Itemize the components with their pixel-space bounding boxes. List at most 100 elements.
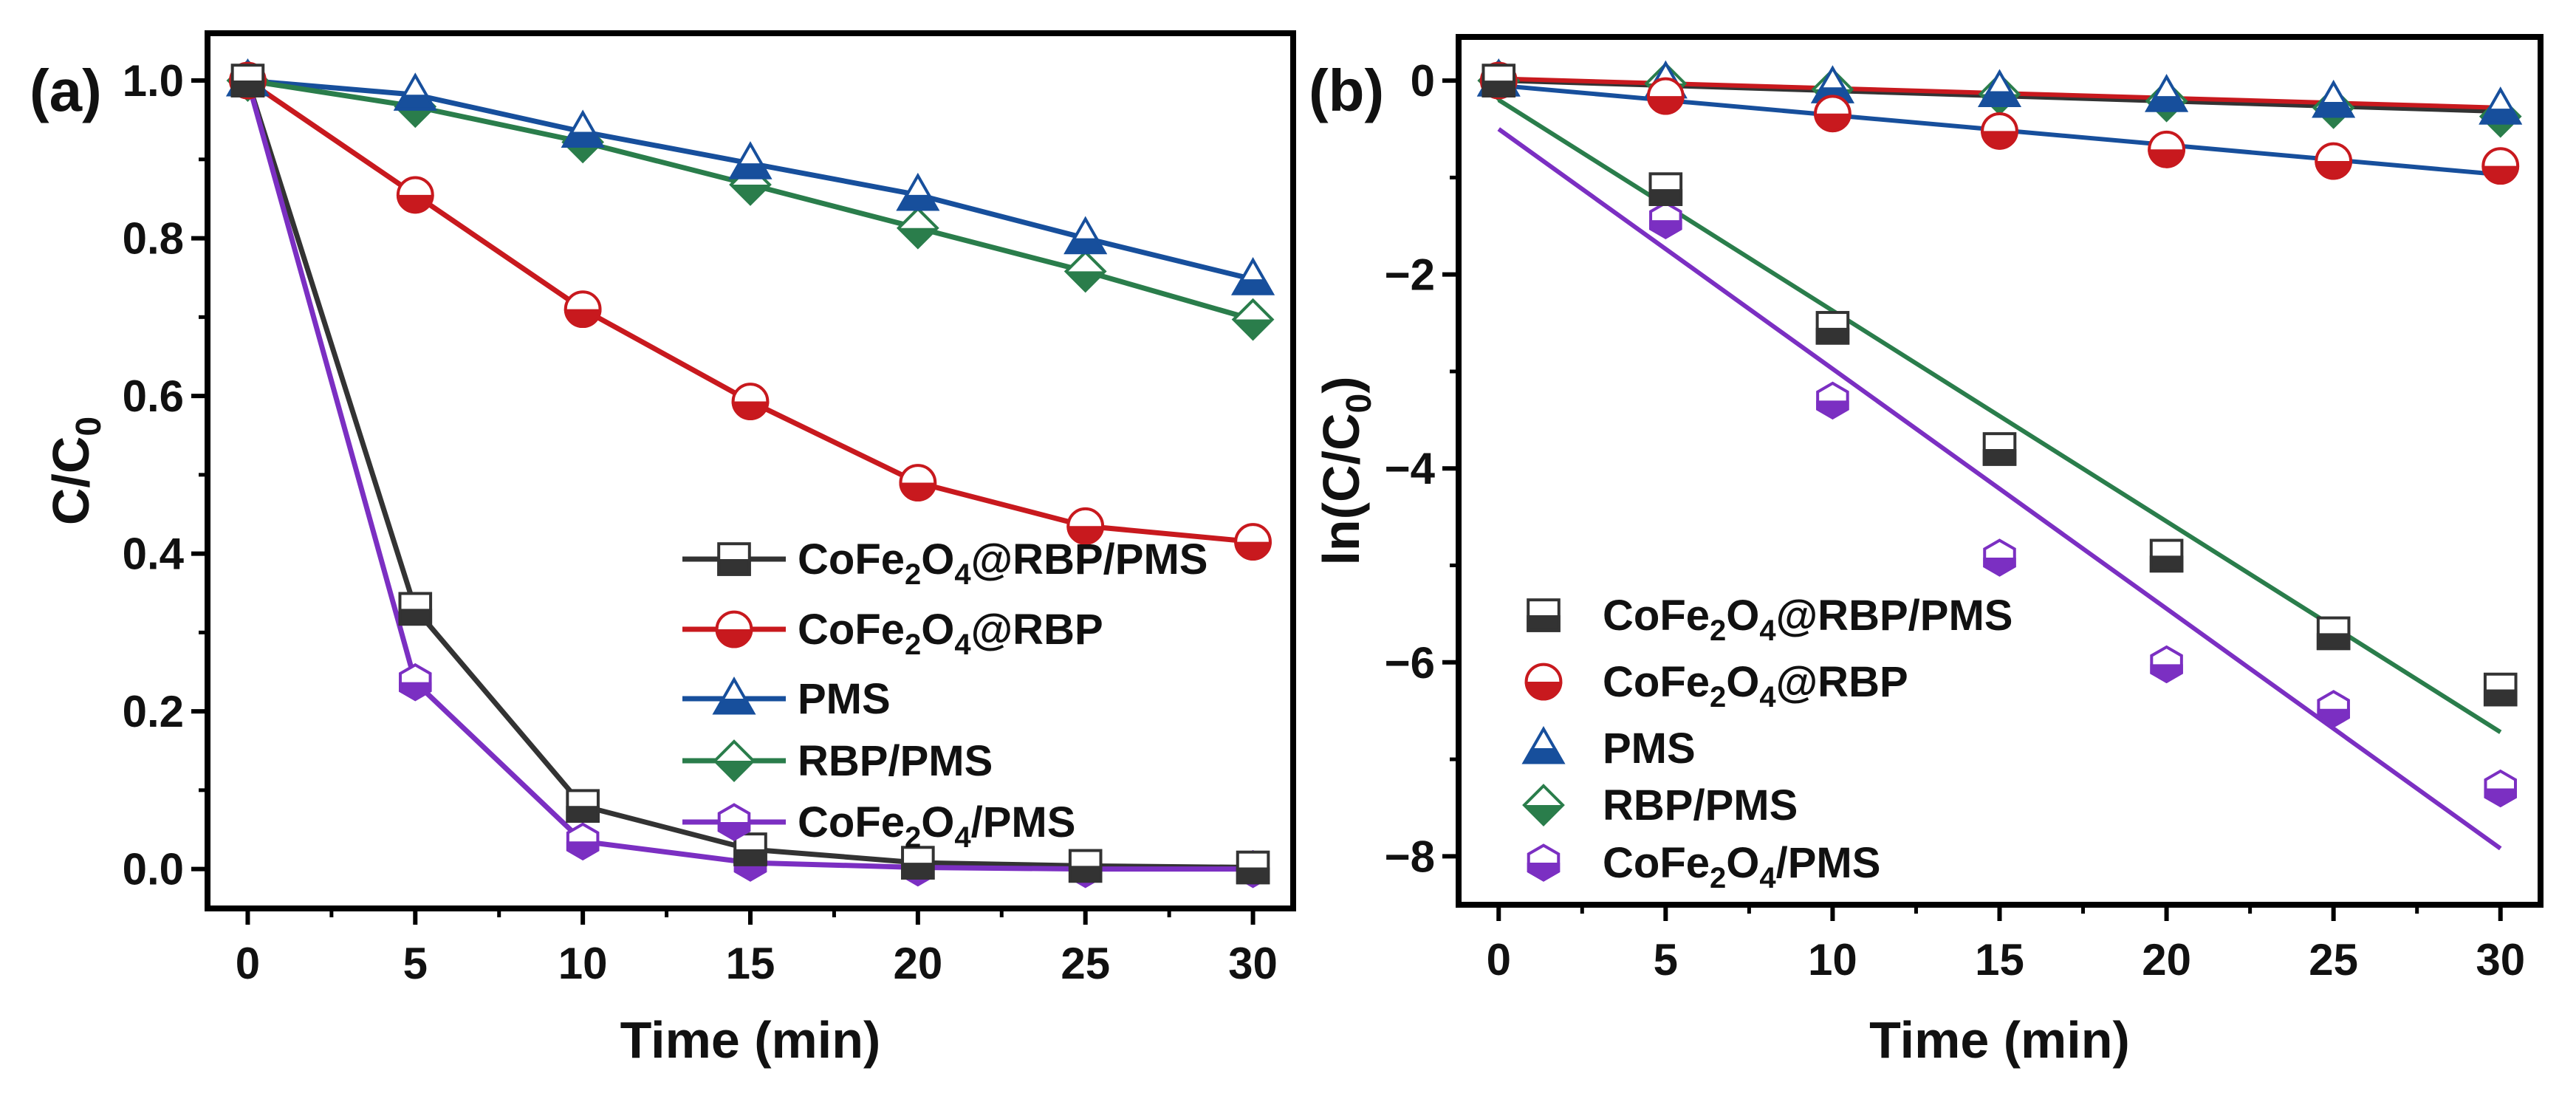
y-title-main: C/C	[42, 436, 100, 526]
label-part: RBP/PMS	[798, 737, 993, 785]
marker-fill	[2479, 109, 2523, 125]
data-point	[1982, 432, 2017, 466]
fit-line	[1497, 127, 2502, 851]
y-tick-label: 0.4	[123, 530, 185, 579]
legend-marker	[1522, 784, 1565, 826]
x-tick-label: 30	[2476, 935, 2525, 985]
data-point	[1646, 77, 1685, 115]
marker-fill	[1068, 866, 1103, 883]
plot-frame	[205, 30, 1296, 911]
marker-fill	[899, 482, 937, 501]
label-part: O	[921, 606, 954, 654]
marker-fill	[393, 95, 437, 111]
x-tick-label: 15	[1975, 935, 2024, 985]
legend-label: RBP/PMS	[798, 737, 993, 785]
legend-marker	[712, 676, 756, 715]
label-part: CoFe	[798, 535, 905, 583]
plot-frame	[1456, 34, 2544, 908]
y-tick-label: −8	[1385, 832, 1435, 881]
legend-marker	[1527, 598, 1561, 632]
x-tick-label: 0	[1487, 935, 1511, 985]
marker-fill	[2481, 165, 2520, 185]
data-point	[393, 72, 437, 111]
data-point	[2481, 147, 2520, 185]
marker-fill	[1815, 327, 1850, 345]
legend-label: RBP/PMS	[1603, 781, 1798, 829]
x-tick-label: 25	[1061, 939, 1110, 988]
x-axis-title: Time (min)	[1869, 1011, 2130, 1069]
marker-fill	[715, 629, 753, 648]
y-tick-label: 0.6	[123, 372, 184, 421]
data-point	[2315, 142, 2353, 180]
marker-fill	[2483, 689, 2518, 707]
label-part: O	[1726, 839, 1759, 887]
marker-fill	[712, 699, 756, 715]
data-point	[2148, 130, 2185, 168]
marker-fill	[729, 184, 772, 206]
data-point	[1234, 523, 1272, 561]
legend-marker	[1524, 663, 1563, 701]
legend-label: CoFe2O4/PMS	[798, 798, 1075, 854]
data-point	[901, 846, 935, 880]
subscript: 2	[1710, 862, 1726, 894]
marker-fill	[399, 682, 432, 702]
subscript: 4	[1759, 614, 1776, 647]
x-tick-label: 0	[236, 939, 260, 988]
y-title-sub: 0	[69, 417, 109, 436]
marker-fill	[1521, 748, 1566, 764]
marker-fill	[1231, 319, 1275, 341]
y-axis-title: C/C0	[42, 417, 109, 525]
label-part: @RBP	[971, 606, 1103, 654]
marker-fill	[1648, 189, 1683, 206]
marker-fill	[1527, 863, 1561, 882]
data-point	[398, 592, 433, 626]
legend-label: CoFe2O4@RBP/PMS	[798, 535, 1208, 591]
subscript: 2	[905, 821, 921, 854]
marker-fill	[897, 227, 939, 250]
marker-fill	[1522, 805, 1565, 826]
subscript: 4	[1759, 862, 1776, 894]
data-point	[1066, 507, 1105, 545]
marker-fill	[728, 163, 773, 179]
x-tick-label: 20	[893, 939, 942, 988]
label-part: O	[1726, 658, 1759, 706]
y-tick-label: −4	[1385, 444, 1436, 493]
marker-fill	[901, 863, 935, 880]
data-point	[1231, 257, 1275, 295]
y-tick-label: 0.2	[123, 687, 184, 736]
marker-fill	[2148, 149, 2185, 168]
subscript: 2	[1710, 614, 1726, 647]
data-point	[1231, 298, 1275, 341]
data-point	[899, 464, 937, 501]
subscript: 4	[954, 558, 971, 591]
marker-fill	[396, 194, 434, 214]
marker-fill	[2317, 708, 2350, 728]
data-point	[1978, 69, 2021, 108]
marker-fill	[1816, 400, 1849, 420]
data-point	[399, 663, 432, 702]
marker-fill	[1481, 81, 1516, 97]
subscript: 4	[1759, 681, 1776, 713]
marker-fill	[733, 863, 767, 882]
marker-fill	[1231, 279, 1275, 295]
marker-fill	[717, 822, 751, 841]
marker-fill	[2149, 555, 2184, 573]
label-part: CoFe	[798, 606, 905, 654]
data-point	[728, 141, 773, 179]
data-point	[2483, 672, 2518, 707]
y-tick-label: −6	[1385, 638, 1435, 688]
marker-fill	[1066, 526, 1105, 545]
marker-fill	[564, 309, 602, 329]
marker-fill	[1981, 131, 2018, 150]
data-point	[2145, 74, 2189, 112]
marker-fill	[2150, 664, 2183, 684]
data-point	[566, 789, 600, 824]
subscript: 4	[954, 821, 971, 854]
marker-fill	[1646, 96, 1685, 115]
data-point	[396, 176, 434, 214]
marker-fill	[561, 131, 605, 148]
data-point	[897, 206, 939, 250]
legend-marker	[715, 610, 753, 648]
data-point	[2317, 690, 2350, 728]
